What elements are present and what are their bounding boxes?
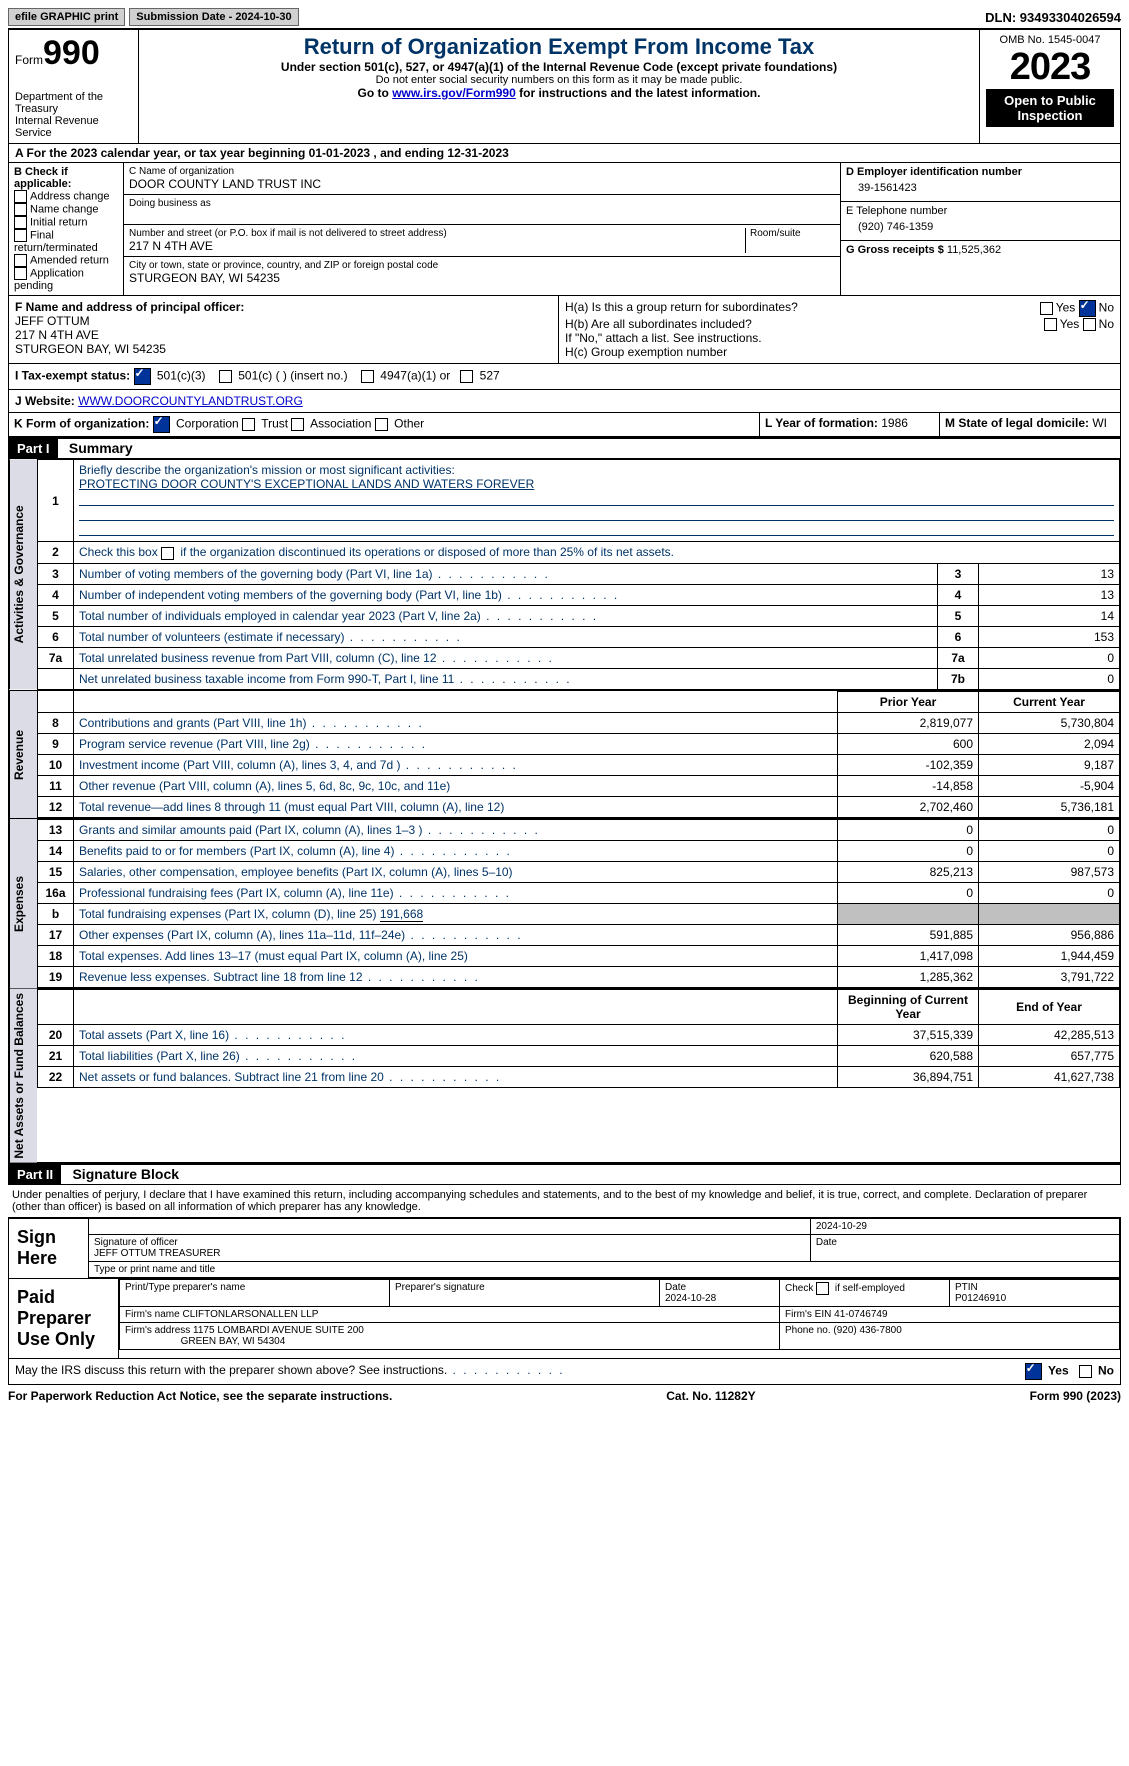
header-center: Return of Organization Exempt From Incom… <box>139 30 980 143</box>
paid-preparer-block: Paid Preparer Use Only Print/Type prepar… <box>8 1279 1121 1359</box>
checkbox-discontinued[interactable] <box>161 547 174 560</box>
signature-block: Sign Here 2024-10-29 Signature of office… <box>8 1217 1121 1279</box>
box-c: C Name of organization DOOR COUNTY LAND … <box>124 163 840 295</box>
checkbox-final-return[interactable] <box>14 229 27 242</box>
dln: DLN: 93493304026594 <box>985 10 1121 25</box>
perjury-statement: Under penalties of perjury, I declare th… <box>8 1185 1121 1217</box>
tax-year: 2023 <box>986 46 1114 89</box>
revenue-table: Prior YearCurrent Year 8Contributions an… <box>37 691 1120 818</box>
box-l: L Year of formation: 1986 <box>760 413 940 436</box>
fh-row: F Name and address of principal officer:… <box>8 296 1121 364</box>
mission: PROTECTING DOOR COUNTY'S EXCEPTIONAL LAN… <box>79 477 534 491</box>
irs-link[interactable]: www.irs.gov/Form990 <box>392 86 516 100</box>
discuss-row: May the IRS discuss this return with the… <box>8 1359 1121 1385</box>
box-b: B Check if applicable: Address change Na… <box>9 163 124 295</box>
checkbox-discuss-yes[interactable] <box>1025 1363 1042 1380</box>
org-street: 217 N 4TH AVE <box>129 239 745 253</box>
omb-number: OMB No. 1545-0047 <box>986 34 1114 46</box>
box-deg: D Employer identification number 39-1561… <box>840 163 1120 295</box>
net-assets-section: Net Assets or Fund Balances Beginning of… <box>8 989 1121 1164</box>
form-label: Form <box>15 53 43 67</box>
checkbox-self-employed[interactable] <box>816 1282 829 1295</box>
submission-date: Submission Date - 2024-10-30 <box>129 8 298 26</box>
box-m: M State of legal domicile: WI <box>940 413 1120 436</box>
header-sub3: Go to www.irs.gov/Form990 for instructio… <box>145 86 973 100</box>
dept-label: Department of the Treasury Internal Reve… <box>15 91 132 139</box>
entity-block: B Check if applicable: Address change Na… <box>8 163 1121 296</box>
box-i: I Tax-exempt status: 501(c)(3) 501(c) ( … <box>8 364 1121 390</box>
checkbox-corp[interactable] <box>153 416 170 433</box>
checkbox-initial-return[interactable] <box>14 216 27 229</box>
org-name: DOOR COUNTY LAND TRUST INC <box>129 177 835 191</box>
form-title: Return of Organization Exempt From Incom… <box>145 34 973 60</box>
checkbox-501c[interactable] <box>219 370 232 383</box>
klm-row: K Form of organization: Corporation Trus… <box>8 413 1121 437</box>
top-bar: efile GRAPHIC print Submission Date - 20… <box>8 8 1121 30</box>
header-right: OMB No. 1545-0047 2023 Open to Public In… <box>980 30 1120 143</box>
checkbox-discuss-no[interactable] <box>1079 1365 1092 1378</box>
open-inspection: Open to Public Inspection <box>986 89 1114 127</box>
form-header: Form990 Department of the Treasury Inter… <box>8 30 1121 144</box>
checkbox-other[interactable] <box>375 418 388 431</box>
checkbox-assoc[interactable] <box>291 418 304 431</box>
box-k: K Form of organization: Corporation Trus… <box>9 413 760 436</box>
checkbox-name-change[interactable] <box>14 203 27 216</box>
checkbox-ha-no[interactable] <box>1079 300 1096 317</box>
checkbox-amended[interactable] <box>14 254 27 267</box>
checkbox-hb-yes[interactable] <box>1044 318 1057 331</box>
net-assets-table: Beginning of Current YearEnd of Year 20T… <box>37 989 1120 1088</box>
box-j: J Website: WWW.DOORCOUNTYLANDTRUST.ORG <box>8 390 1121 413</box>
efile-print-button[interactable]: efile GRAPHIC print <box>8 8 125 26</box>
expenses-table: 13Grants and similar amounts paid (Part … <box>37 819 1120 988</box>
box-h: H(a) Is this a group return for subordin… <box>559 296 1120 363</box>
checkbox-trust[interactable] <box>242 418 255 431</box>
checkbox-hb-no[interactable] <box>1083 318 1096 331</box>
form-id: Form990 Department of the Treasury Inter… <box>9 30 139 143</box>
revenue-section: Revenue Prior YearCurrent Year 8Contribu… <box>8 691 1121 819</box>
checkbox-ha-yes[interactable] <box>1040 302 1053 315</box>
gross-receipts: 11,525,362 <box>947 244 1001 256</box>
header-sub1: Under section 501(c), 527, or 4947(a)(1)… <box>145 60 973 74</box>
summary-table: 1 Briefly describe the organization's mi… <box>37 459 1120 689</box>
website-link[interactable]: WWW.DOORCOUNTYLANDTRUST.ORG <box>78 394 303 408</box>
checkbox-527[interactable] <box>460 370 473 383</box>
header-sub2: Do not enter social security numbers on … <box>145 74 973 86</box>
page-footer: For Paperwork Reduction Act Notice, see … <box>8 1385 1121 1403</box>
box-f: F Name and address of principal officer:… <box>9 296 559 363</box>
checkbox-address-change[interactable] <box>14 190 27 203</box>
expenses-section: Expenses 13Grants and similar amounts pa… <box>8 819 1121 989</box>
form-number: 990 <box>43 34 100 72</box>
checkbox-4947[interactable] <box>361 370 374 383</box>
checkbox-app-pending[interactable] <box>14 267 27 280</box>
org-city: STURGEON BAY, WI 54235 <box>129 271 835 285</box>
part1-header: Part I Summary <box>8 437 1121 459</box>
ein: 39-1561423 <box>846 178 1115 198</box>
activities-governance: Activities & Governance 1 Briefly descri… <box>8 459 1121 690</box>
checkbox-501c3[interactable] <box>134 368 151 385</box>
telephone: (920) 746-1359 <box>846 217 1115 237</box>
period-row: A For the 2023 calendar year, or tax yea… <box>8 144 1121 163</box>
part2-header: Part II Signature Block <box>8 1163 1121 1185</box>
